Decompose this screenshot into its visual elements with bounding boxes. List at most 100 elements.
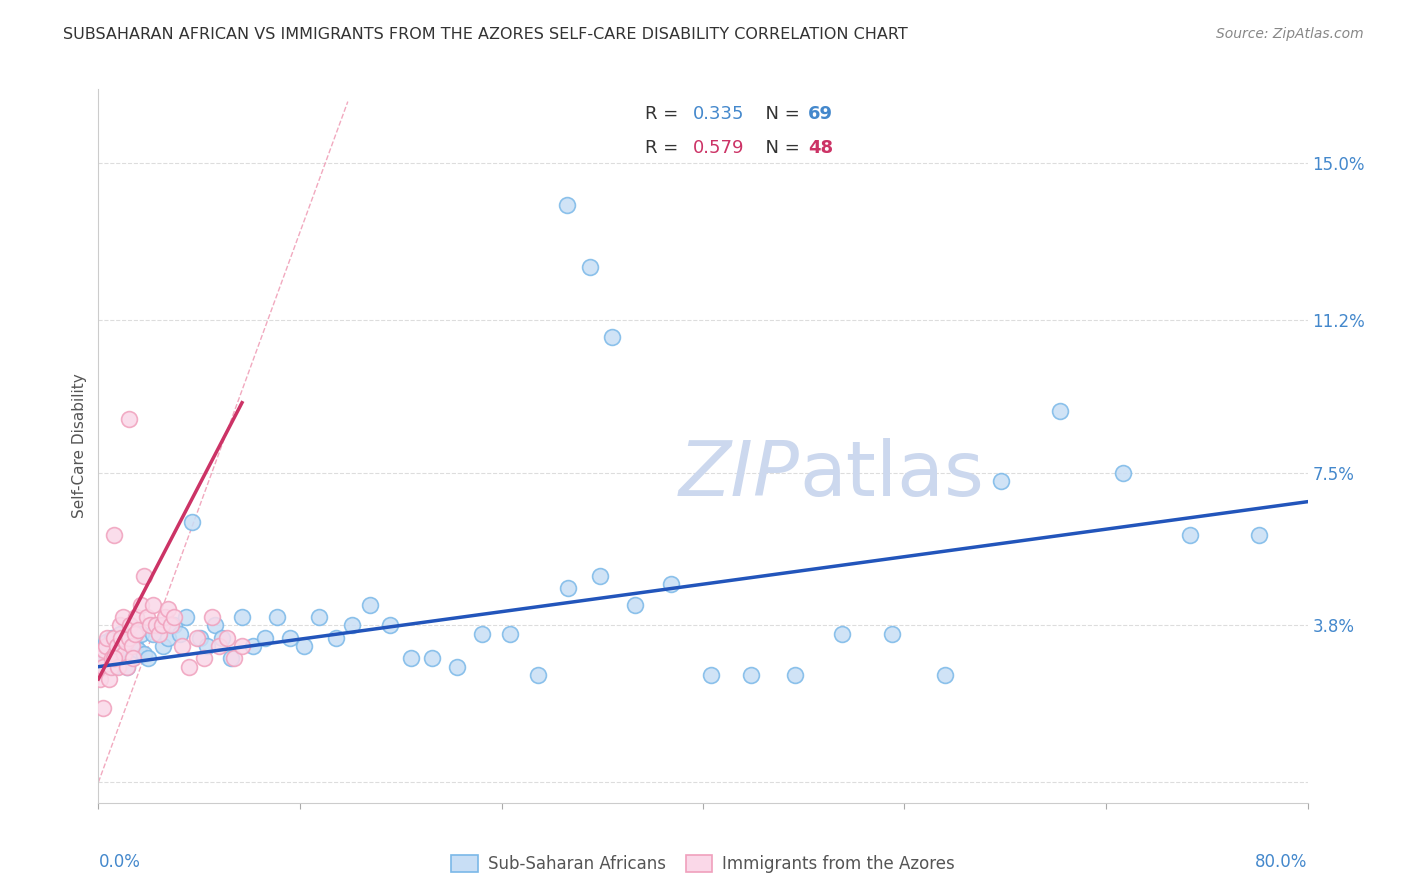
Text: 80.0%: 80.0% xyxy=(1256,853,1308,871)
Point xyxy=(101,631,124,645)
Point xyxy=(204,618,226,632)
Point xyxy=(94,639,117,653)
Point xyxy=(195,639,218,653)
Point xyxy=(124,626,146,640)
Point xyxy=(266,610,288,624)
Point xyxy=(170,639,193,653)
Text: 0.0%: 0.0% xyxy=(98,853,141,871)
Point xyxy=(107,659,129,673)
Point xyxy=(831,626,853,640)
Point xyxy=(104,651,127,665)
Point xyxy=(221,651,243,665)
Point xyxy=(740,668,762,682)
Point xyxy=(152,639,174,653)
Point xyxy=(1249,527,1271,541)
Point xyxy=(360,598,382,612)
Point xyxy=(125,610,148,624)
Point xyxy=(578,260,600,274)
Point xyxy=(129,626,152,640)
Point xyxy=(111,610,134,624)
Point xyxy=(105,639,128,653)
Point xyxy=(124,639,146,653)
Point xyxy=(105,639,128,653)
Point xyxy=(118,635,141,649)
Point xyxy=(1049,404,1071,418)
Point xyxy=(163,618,186,632)
Point xyxy=(122,651,145,665)
Point xyxy=(90,651,112,665)
Text: N =: N = xyxy=(754,139,806,157)
Text: R =: R = xyxy=(645,105,683,123)
Point xyxy=(156,602,179,616)
Point xyxy=(208,639,231,653)
Point xyxy=(188,631,211,645)
Point xyxy=(93,659,115,673)
Point xyxy=(602,329,624,343)
Text: SUBSAHARAN AFRICAN VS IMMIGRANTS FROM THE AZORES SELF-CARE DISABILITY CORRELATIO: SUBSAHARAN AFRICAN VS IMMIGRANTS FROM TH… xyxy=(63,27,908,42)
Point xyxy=(422,651,444,665)
Point xyxy=(153,610,176,624)
Point xyxy=(89,672,111,686)
Point xyxy=(91,701,114,715)
Point xyxy=(100,659,122,673)
Point xyxy=(98,639,121,653)
Point xyxy=(121,651,143,665)
Point xyxy=(292,639,315,653)
Point xyxy=(990,474,1012,488)
Point xyxy=(880,626,903,640)
Point xyxy=(557,582,579,596)
Point xyxy=(186,631,208,645)
Point xyxy=(169,626,191,640)
Point xyxy=(589,569,612,583)
Point xyxy=(100,656,122,670)
Point xyxy=(145,618,167,632)
Point xyxy=(108,626,131,640)
Point xyxy=(114,635,136,649)
Text: 0.579: 0.579 xyxy=(693,139,745,157)
Point xyxy=(527,668,550,682)
Point xyxy=(215,631,238,645)
Point xyxy=(1178,527,1201,541)
Point xyxy=(112,648,135,662)
Point xyxy=(111,639,134,653)
Point xyxy=(1112,466,1135,480)
Point xyxy=(177,659,201,673)
Point xyxy=(93,643,115,657)
Point xyxy=(211,631,233,645)
Point xyxy=(325,631,347,645)
Point xyxy=(156,631,179,645)
Text: ZIP: ZIP xyxy=(679,438,800,511)
Point xyxy=(242,639,264,653)
Text: atlas: atlas xyxy=(800,438,984,511)
Point xyxy=(308,610,330,624)
Point xyxy=(115,659,138,673)
Point xyxy=(231,639,253,653)
Point xyxy=(498,626,520,640)
Point xyxy=(224,651,246,665)
Point xyxy=(181,516,204,530)
Point xyxy=(699,668,721,682)
Text: R =: R = xyxy=(645,139,683,157)
Point xyxy=(342,618,364,632)
Point xyxy=(785,668,807,682)
Point xyxy=(129,598,152,612)
Point xyxy=(624,598,647,612)
Point xyxy=(378,618,401,632)
Point xyxy=(101,651,124,665)
Point xyxy=(114,631,136,645)
Point xyxy=(120,618,142,632)
Text: Source: ZipAtlas.com: Source: ZipAtlas.com xyxy=(1216,27,1364,41)
Point xyxy=(148,626,170,640)
Point xyxy=(142,626,165,640)
Point xyxy=(103,527,125,541)
Point xyxy=(110,656,132,670)
Point xyxy=(118,412,141,426)
Point xyxy=(104,648,127,662)
Point xyxy=(174,610,197,624)
Legend: Sub-Saharan Africans, Immigrants from the Azores: Sub-Saharan Africans, Immigrants from th… xyxy=(444,848,962,880)
Point xyxy=(94,635,117,649)
Point xyxy=(142,598,165,612)
Text: 69: 69 xyxy=(808,105,834,123)
Point xyxy=(96,631,118,645)
Point xyxy=(934,668,956,682)
